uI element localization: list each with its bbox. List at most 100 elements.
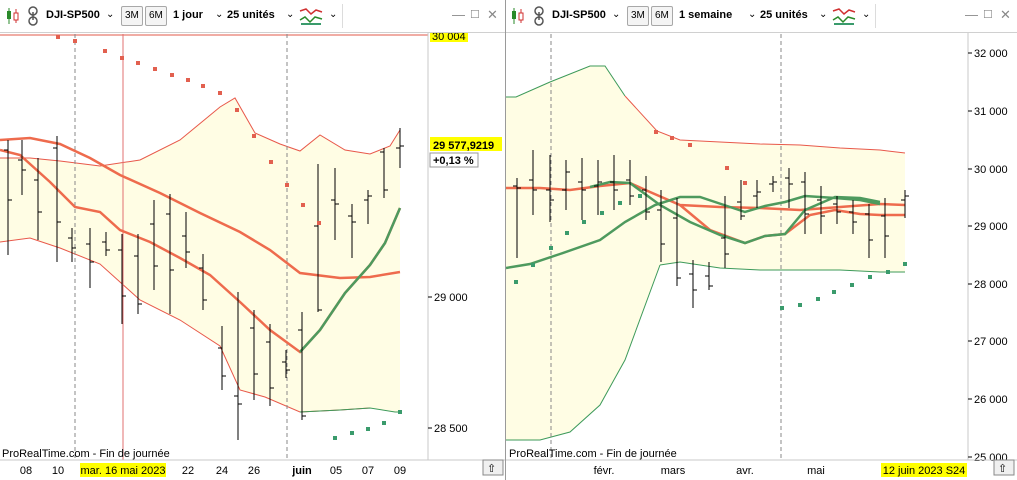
parabolic-sar-dot-green xyxy=(531,263,535,267)
cursor-date-label-bg xyxy=(881,463,967,477)
parabolic-sar-dot-red xyxy=(235,108,239,112)
bollinger-lower-line xyxy=(659,261,905,273)
parabolic-sar-dot-red xyxy=(252,134,256,138)
chart-toolbar: DJI-SP500 ⌄ 3M 6M 1 semaine ⌄ 25 unités … xyxy=(506,0,1017,33)
close-icon[interactable]: ✕ xyxy=(1000,7,1011,22)
chevron-down-icon[interactable]: ⌄ xyxy=(748,9,757,20)
moving-average-green xyxy=(299,207,402,353)
x-axis-tick-label: avr. xyxy=(736,465,754,477)
parabolic-sar-dot-green xyxy=(582,220,586,224)
maximize-icon[interactable]: ☐ xyxy=(470,9,480,21)
parabolic-sar-dot-red xyxy=(269,160,273,164)
minimize-icon[interactable]: — xyxy=(452,7,465,22)
x-axis-tick-label: 22 xyxy=(182,465,194,477)
scroll-arrow-icon: ⇧ xyxy=(487,463,496,475)
level-price-label: 30 004 xyxy=(432,33,466,43)
scroll-right-button xyxy=(993,459,1015,476)
bollinger-upper-line xyxy=(624,95,906,154)
chevron-down-icon[interactable]: ⌄ xyxy=(329,9,338,20)
weekly-price-chart[interactable]: 32 000 31 000 30 000 29 000 28 000 27 000 26 0… xyxy=(506,33,1017,480)
change-label-bg xyxy=(429,152,479,168)
maximize-icon[interactable]: ☐ xyxy=(983,9,993,21)
parabolic-sar-dot-green xyxy=(514,280,518,284)
last-price-label-bg xyxy=(430,137,502,151)
scroll-arrow-icon: ⇧ xyxy=(998,463,1007,475)
moving-average-red-upper xyxy=(0,136,401,280)
x-axis-tick-label: 08 xyxy=(20,465,32,477)
parabolic-sar-dot-red xyxy=(170,73,174,77)
parabolic-sar-dot-green xyxy=(549,246,553,250)
parabolic-sar-dot-red xyxy=(218,91,222,95)
y-axis-tick-label: 26 000 xyxy=(974,394,1008,406)
parabolic-sar-dot-red xyxy=(743,181,747,185)
chevron-down-icon[interactable]: ⌄ xyxy=(106,9,115,20)
range-6m-button[interactable]: 6M xyxy=(651,6,673,26)
y-axis-tick-label: 28 000 xyxy=(974,279,1008,291)
range-6m-button[interactable]: 6M xyxy=(145,6,167,26)
cursor-date-label: mar. 16 mai 2023 xyxy=(81,465,166,477)
units-selector[interactable]: 25 unités xyxy=(227,9,275,21)
chevron-down-icon[interactable]: ⌄ xyxy=(612,9,621,20)
parabolic-sar-dot-red xyxy=(186,78,190,82)
x-axis-tick-label: févr. xyxy=(594,465,615,477)
parabolic-sar-dot-green xyxy=(398,410,402,414)
x-axis-tick-label: mars xyxy=(661,465,686,477)
daily-price-chart[interactable]: 29 000 28 500 30 004 29 577,9219 +0,13 % 08 10… xyxy=(0,33,505,480)
chevron-down-icon[interactable]: ⌄ xyxy=(862,9,871,20)
parabolic-sar-dot-red xyxy=(654,130,658,134)
parabolic-sar-dot-red xyxy=(688,143,692,147)
chart-toolbar: DJI-SP500 ⌄ 3M 6M 1 jour ⌄ 25 unités ⌄ ⌄… xyxy=(0,0,505,33)
parabolic-sar-dot-red xyxy=(73,39,77,43)
period-selector[interactable]: 1 jour xyxy=(173,9,203,21)
link-chain-icon[interactable] xyxy=(532,6,546,26)
minimize-icon[interactable]: — xyxy=(965,7,978,22)
chart-panel-daily[interactable]: DJI-SP500 ⌄ 3M 6M 1 jour ⌄ 25 unités ⌄ ⌄… xyxy=(0,0,506,480)
chart-panel-weekly[interactable]: DJI-SP500 ⌄ 3M 6M 1 semaine ⌄ 25 unités … xyxy=(506,0,1017,480)
parabolic-sar-dot-red xyxy=(56,35,60,39)
symbol-selector[interactable]: DJI-SP500 xyxy=(552,9,606,21)
level-price-label-bg xyxy=(430,33,468,42)
parabolic-sar-dot-green xyxy=(565,231,569,235)
close-icon[interactable]: ✕ xyxy=(487,7,498,22)
parabolic-sar-dot-red xyxy=(725,166,729,170)
symbol-selector[interactable]: DJI-SP500 xyxy=(46,9,100,21)
data-source-label: ProRealTime.com - Fin de journée xyxy=(509,448,677,460)
x-axis-tick-label: 07 xyxy=(362,465,374,477)
cursor-date-label: 12 juin 2023 S24 xyxy=(883,465,966,477)
y-axis-tick-label: 29 000 xyxy=(434,292,468,304)
moving-average-green xyxy=(506,194,881,270)
parabolic-sar-dot-green xyxy=(903,262,907,266)
parabolic-sar-dot-green xyxy=(638,194,642,198)
y-axis-tick-label: 32 000 xyxy=(974,48,1008,60)
parabolic-sar-dot-green xyxy=(780,306,784,310)
last-price-label: 29 577,9219 xyxy=(433,140,494,152)
range-3m-button[interactable]: 3M xyxy=(121,6,143,26)
y-axis-tick-label: 27 000 xyxy=(974,336,1008,348)
units-selector[interactable]: 25 unités xyxy=(760,9,808,21)
parabolic-sar-dot-green xyxy=(382,421,386,425)
x-axis-tick-label: 05 xyxy=(330,465,342,477)
chevron-down-icon[interactable]: ⌄ xyxy=(215,9,224,20)
y-axis-tick-label: 29 000 xyxy=(974,221,1008,233)
candlestick-icon[interactable] xyxy=(4,7,22,25)
chevron-down-icon[interactable]: ⌄ xyxy=(819,9,828,20)
range-3m-button[interactable]: 3M xyxy=(627,6,649,26)
parabolic-sar-dot-green xyxy=(850,283,854,287)
link-chain-icon[interactable] xyxy=(26,6,40,26)
parabolic-sar-dot-red xyxy=(670,136,674,140)
bollinger-upper-line-green xyxy=(506,65,626,98)
parabolic-sar-dot-red xyxy=(136,61,140,65)
bollinger-band-fill xyxy=(0,98,400,412)
y-axis-tick-label: 28 500 xyxy=(434,423,468,435)
x-axis-tick-label: 26 xyxy=(248,465,260,477)
y-axis-tick-label: 31 000 xyxy=(974,106,1008,118)
chevron-down-icon[interactable]: ⌄ xyxy=(286,9,295,20)
parabolic-sar-dot-green xyxy=(618,201,622,205)
data-source-label: ProRealTime.com - Fin de journée xyxy=(2,448,170,460)
candlestick-icon[interactable] xyxy=(509,7,527,25)
bollinger-upper-line xyxy=(0,97,401,167)
scroll-right-button xyxy=(482,459,504,476)
period-selector[interactable]: 1 semaine xyxy=(679,9,733,21)
indicators-icon[interactable] xyxy=(832,6,856,26)
indicators-icon[interactable] xyxy=(299,6,323,26)
